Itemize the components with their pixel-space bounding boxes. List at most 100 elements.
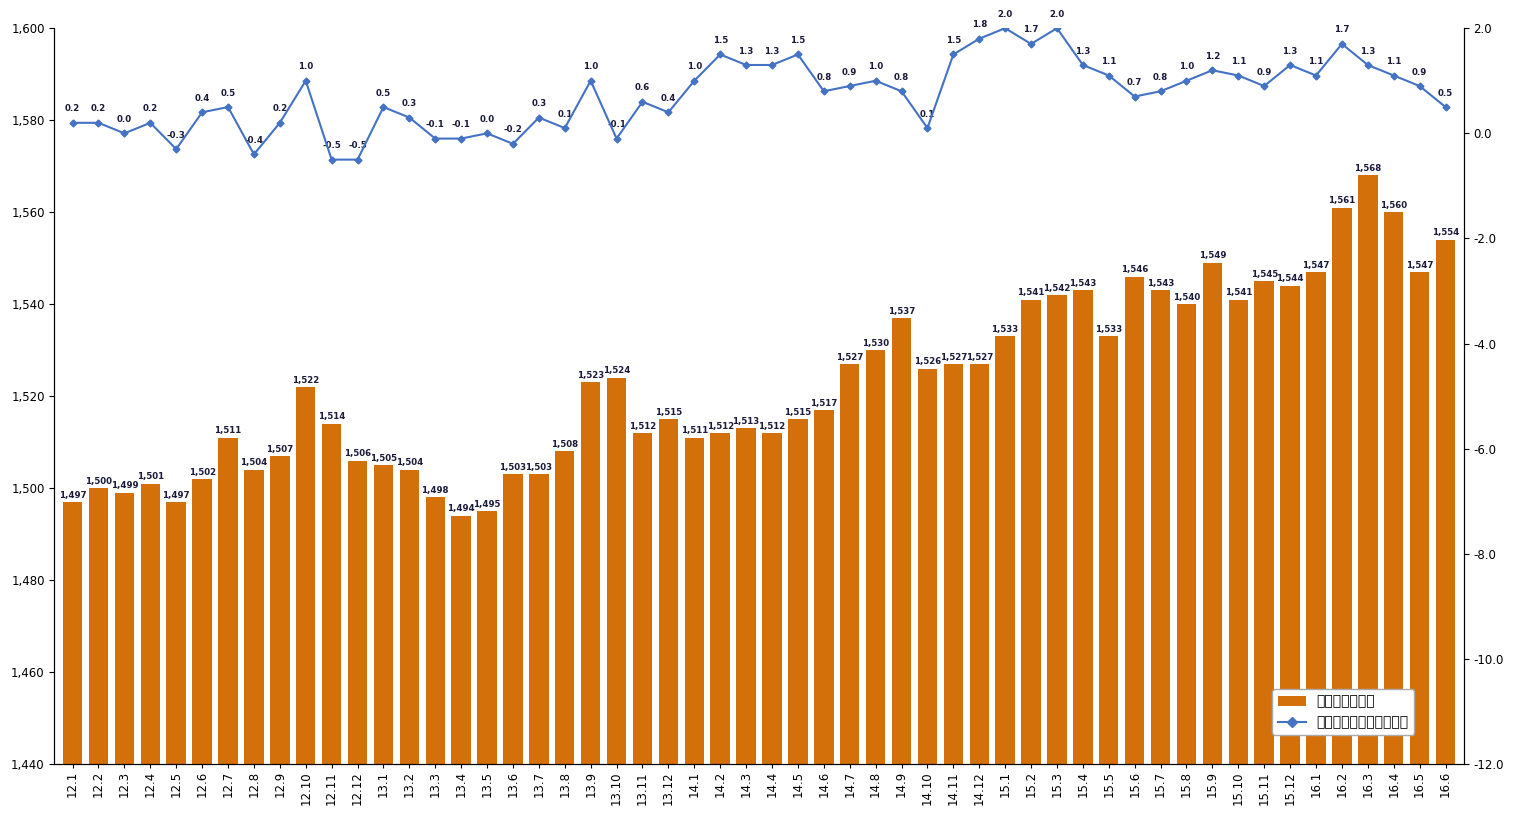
Bar xyxy=(762,433,782,816)
Text: 1,498: 1,498 xyxy=(421,486,448,495)
Text: 1,526: 1,526 xyxy=(914,357,941,366)
Text: 1,503: 1,503 xyxy=(500,463,527,472)
Legend: 平均時給（円）, 前年同月比増減率（％）: 平均時給（円）, 前年同月比増減率（％） xyxy=(1273,690,1415,735)
Text: 0.2: 0.2 xyxy=(142,104,158,113)
Bar xyxy=(1021,299,1041,816)
Text: 1.3: 1.3 xyxy=(765,47,780,55)
Text: 1,533: 1,533 xyxy=(991,325,1018,334)
Text: 0.8: 0.8 xyxy=(894,73,909,82)
Text: 1,549: 1,549 xyxy=(1198,251,1226,260)
Text: 0.6: 0.6 xyxy=(635,83,650,92)
Bar xyxy=(1177,304,1197,816)
Text: 1,497: 1,497 xyxy=(59,490,86,499)
Text: 1,560: 1,560 xyxy=(1380,201,1407,210)
Bar xyxy=(167,502,186,816)
Text: 1,495: 1,495 xyxy=(473,500,501,509)
Bar xyxy=(321,424,341,816)
Text: 1,512: 1,512 xyxy=(706,422,733,431)
Bar xyxy=(64,502,82,816)
Text: 0.9: 0.9 xyxy=(842,68,857,77)
Text: 1,530: 1,530 xyxy=(862,339,889,348)
Text: 1,499: 1,499 xyxy=(111,481,138,490)
Text: 1,543: 1,543 xyxy=(1147,279,1174,288)
Text: 1,541: 1,541 xyxy=(1018,288,1045,297)
Text: 1.0: 1.0 xyxy=(298,62,314,71)
Bar xyxy=(1126,277,1144,816)
Text: 1,545: 1,545 xyxy=(1250,270,1277,279)
Text: 1,513: 1,513 xyxy=(732,417,759,426)
Text: 1,543: 1,543 xyxy=(1070,279,1097,288)
Text: 1,506: 1,506 xyxy=(344,450,371,459)
Bar xyxy=(348,460,367,816)
Bar xyxy=(711,433,730,816)
Bar xyxy=(918,369,938,816)
Bar xyxy=(218,437,238,816)
Text: 0.8: 0.8 xyxy=(1153,73,1168,82)
Text: 1,508: 1,508 xyxy=(551,440,579,449)
Text: 0.8: 0.8 xyxy=(817,73,832,82)
Bar xyxy=(867,350,885,816)
Text: 1.1: 1.1 xyxy=(1386,57,1401,66)
Text: 1.5: 1.5 xyxy=(791,36,806,45)
Bar xyxy=(141,484,161,816)
Text: 1,497: 1,497 xyxy=(162,490,189,499)
Bar xyxy=(503,474,523,816)
Bar xyxy=(554,451,574,816)
Text: 1,540: 1,540 xyxy=(1173,293,1200,302)
Text: 1,511: 1,511 xyxy=(680,426,708,435)
Text: 0.9: 0.9 xyxy=(1256,68,1271,77)
Bar xyxy=(659,419,679,816)
Text: -0.4: -0.4 xyxy=(244,136,264,145)
Text: 1,542: 1,542 xyxy=(1044,284,1071,293)
Text: 1,504: 1,504 xyxy=(395,459,423,468)
Bar xyxy=(529,474,548,816)
Text: 1,537: 1,537 xyxy=(888,307,915,316)
Text: 1.5: 1.5 xyxy=(945,36,961,45)
Text: 0.0: 0.0 xyxy=(480,115,494,124)
Bar xyxy=(1357,175,1377,816)
Text: 1,527: 1,527 xyxy=(939,353,967,361)
Bar xyxy=(892,318,911,816)
Text: 1,494: 1,494 xyxy=(447,504,476,513)
Text: 1,515: 1,515 xyxy=(654,408,682,417)
Text: 1.7: 1.7 xyxy=(1335,25,1350,34)
Text: 0.2: 0.2 xyxy=(65,104,80,113)
Text: 1,504: 1,504 xyxy=(241,459,268,468)
Bar xyxy=(1073,290,1092,816)
Bar xyxy=(1047,295,1067,816)
Text: 1,522: 1,522 xyxy=(292,375,320,384)
Bar xyxy=(295,387,315,816)
Text: 1.1: 1.1 xyxy=(1101,57,1117,66)
Text: 0.2: 0.2 xyxy=(273,104,288,113)
Text: -0.2: -0.2 xyxy=(503,126,523,135)
Text: 0.3: 0.3 xyxy=(532,99,547,108)
Text: 1,554: 1,554 xyxy=(1432,228,1459,237)
Text: 1,523: 1,523 xyxy=(577,371,604,380)
Bar xyxy=(1332,207,1351,816)
Bar xyxy=(89,488,108,816)
Text: 1.3: 1.3 xyxy=(738,47,754,55)
Bar xyxy=(1254,282,1274,816)
Text: 1,527: 1,527 xyxy=(965,353,992,361)
Text: 1.3: 1.3 xyxy=(1360,47,1376,55)
Bar xyxy=(244,470,264,816)
Bar xyxy=(1410,272,1429,816)
Bar xyxy=(477,511,497,816)
Text: -0.3: -0.3 xyxy=(167,131,186,140)
Text: 0.2: 0.2 xyxy=(91,104,106,113)
Text: 1,533: 1,533 xyxy=(1095,325,1123,334)
Text: 1,502: 1,502 xyxy=(188,468,215,477)
Text: 1.0: 1.0 xyxy=(583,62,598,71)
Bar xyxy=(115,493,135,816)
Text: 1.1: 1.1 xyxy=(1309,57,1324,66)
Bar xyxy=(608,378,626,816)
Text: 1.0: 1.0 xyxy=(868,62,883,71)
Text: 0.1: 0.1 xyxy=(920,109,935,118)
Text: -0.5: -0.5 xyxy=(348,141,367,150)
Bar xyxy=(814,410,833,816)
Text: 1,500: 1,500 xyxy=(85,477,112,486)
Bar xyxy=(788,419,807,816)
Bar xyxy=(1098,336,1118,816)
Text: 1.5: 1.5 xyxy=(712,36,727,45)
Bar xyxy=(270,456,289,816)
